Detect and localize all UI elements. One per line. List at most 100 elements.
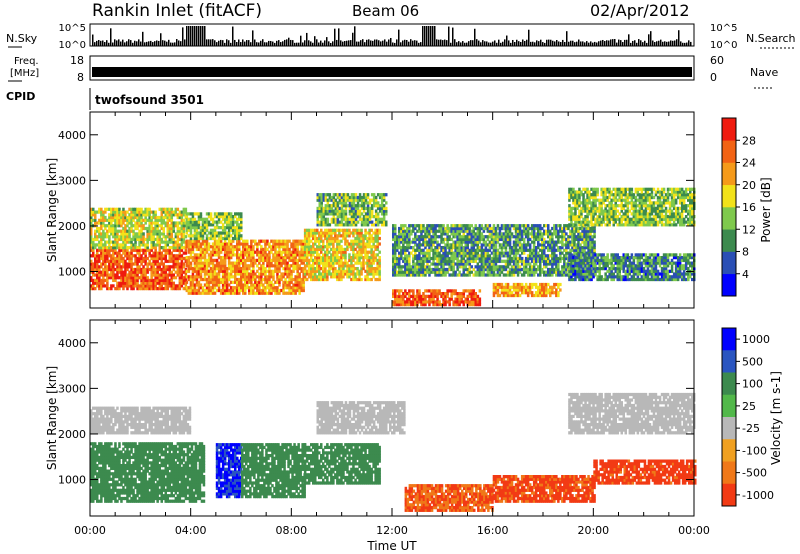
power-cell [144,243,147,247]
power-cell [162,276,166,280]
power-cell [160,259,164,263]
noise-bar [188,26,190,46]
power-cell [102,215,105,220]
power-cell [92,267,95,272]
power-heatmap [90,187,696,307]
noise-bar [650,31,652,46]
power-cell [90,221,93,225]
power-cell [130,281,133,285]
power-cell [116,207,119,211]
power-cell [108,259,111,263]
power-cell [148,229,151,233]
power-cell [142,278,145,283]
power-cell [98,226,101,231]
noise-bar [184,39,186,46]
power-cell [128,213,131,217]
power-cell [408,259,411,263]
power-cell [102,221,105,225]
power-cell [178,284,182,288]
power-cell [140,262,143,266]
power-cell [146,267,149,272]
power-cell [172,256,176,261]
power-cell [110,226,113,231]
power-cell [288,239,291,243]
power-cell [134,237,137,242]
power-cell [102,235,105,239]
noise-bar [630,42,632,46]
power-cell [104,207,107,211]
power-cell [158,224,162,228]
power-cell [176,256,180,261]
power-cell [120,237,123,242]
power-cell [424,273,427,277]
noise-bar [172,42,174,46]
power-cell [182,226,186,231]
power-cell [150,221,153,225]
power-cell [148,210,151,214]
power-cell [108,207,111,211]
power-cell [136,218,139,222]
power-cell [124,248,127,252]
noise-bar [386,41,388,46]
power-cell [150,254,153,258]
power-cell [156,243,159,247]
power-cell [496,224,500,228]
noise-bar [436,39,438,46]
noise-bar [680,41,682,46]
power-cell [428,251,431,255]
power-cell [156,240,159,244]
power-cell [356,220,360,224]
power-cell [128,232,131,236]
power-cell [100,210,103,214]
power-cell [118,235,121,239]
power-cell [180,254,184,258]
power-cell [160,276,164,280]
power-cell [142,243,145,247]
power-cell [112,213,115,217]
noise-bar [118,39,120,46]
power-cell [376,212,380,216]
power-cell [92,240,95,244]
power-cell [219,250,223,254]
power-cell [142,273,145,277]
power-cell [118,210,121,214]
noise-bar [660,39,662,46]
power-cell [102,213,105,217]
power-cell [150,256,153,261]
power-cell [182,262,186,266]
power-cell [158,256,162,261]
power-cell [158,287,162,291]
power-cell [122,265,125,269]
noise-bar [640,40,642,46]
power-cell [158,240,162,244]
power-cell [98,276,101,280]
power-cell [126,273,129,277]
power-cell [142,281,145,285]
power-cell [126,224,129,228]
noise-bar [216,42,218,46]
power-cell [132,235,135,239]
power-cell [158,246,162,250]
power-cell [110,256,113,261]
power-cell [92,248,95,252]
noise-bar [440,39,442,46]
noise-bar [648,34,650,46]
noise-bar [542,42,544,46]
power-cell [128,246,131,250]
power-cell [176,207,180,211]
noise-bar [220,39,222,46]
noise-bar [454,39,456,46]
power-cell [332,242,335,246]
power-cell [142,276,145,280]
noise-bar [382,40,384,46]
power-cell [158,265,162,269]
noise-bar [416,40,418,46]
noise-bar [584,42,586,46]
power-cell [106,281,109,285]
power-cell [114,259,117,263]
power-cell [104,270,107,274]
power-cell [164,243,168,247]
power-cell [100,270,103,274]
power-cell [148,254,151,258]
power-cell [122,240,125,244]
